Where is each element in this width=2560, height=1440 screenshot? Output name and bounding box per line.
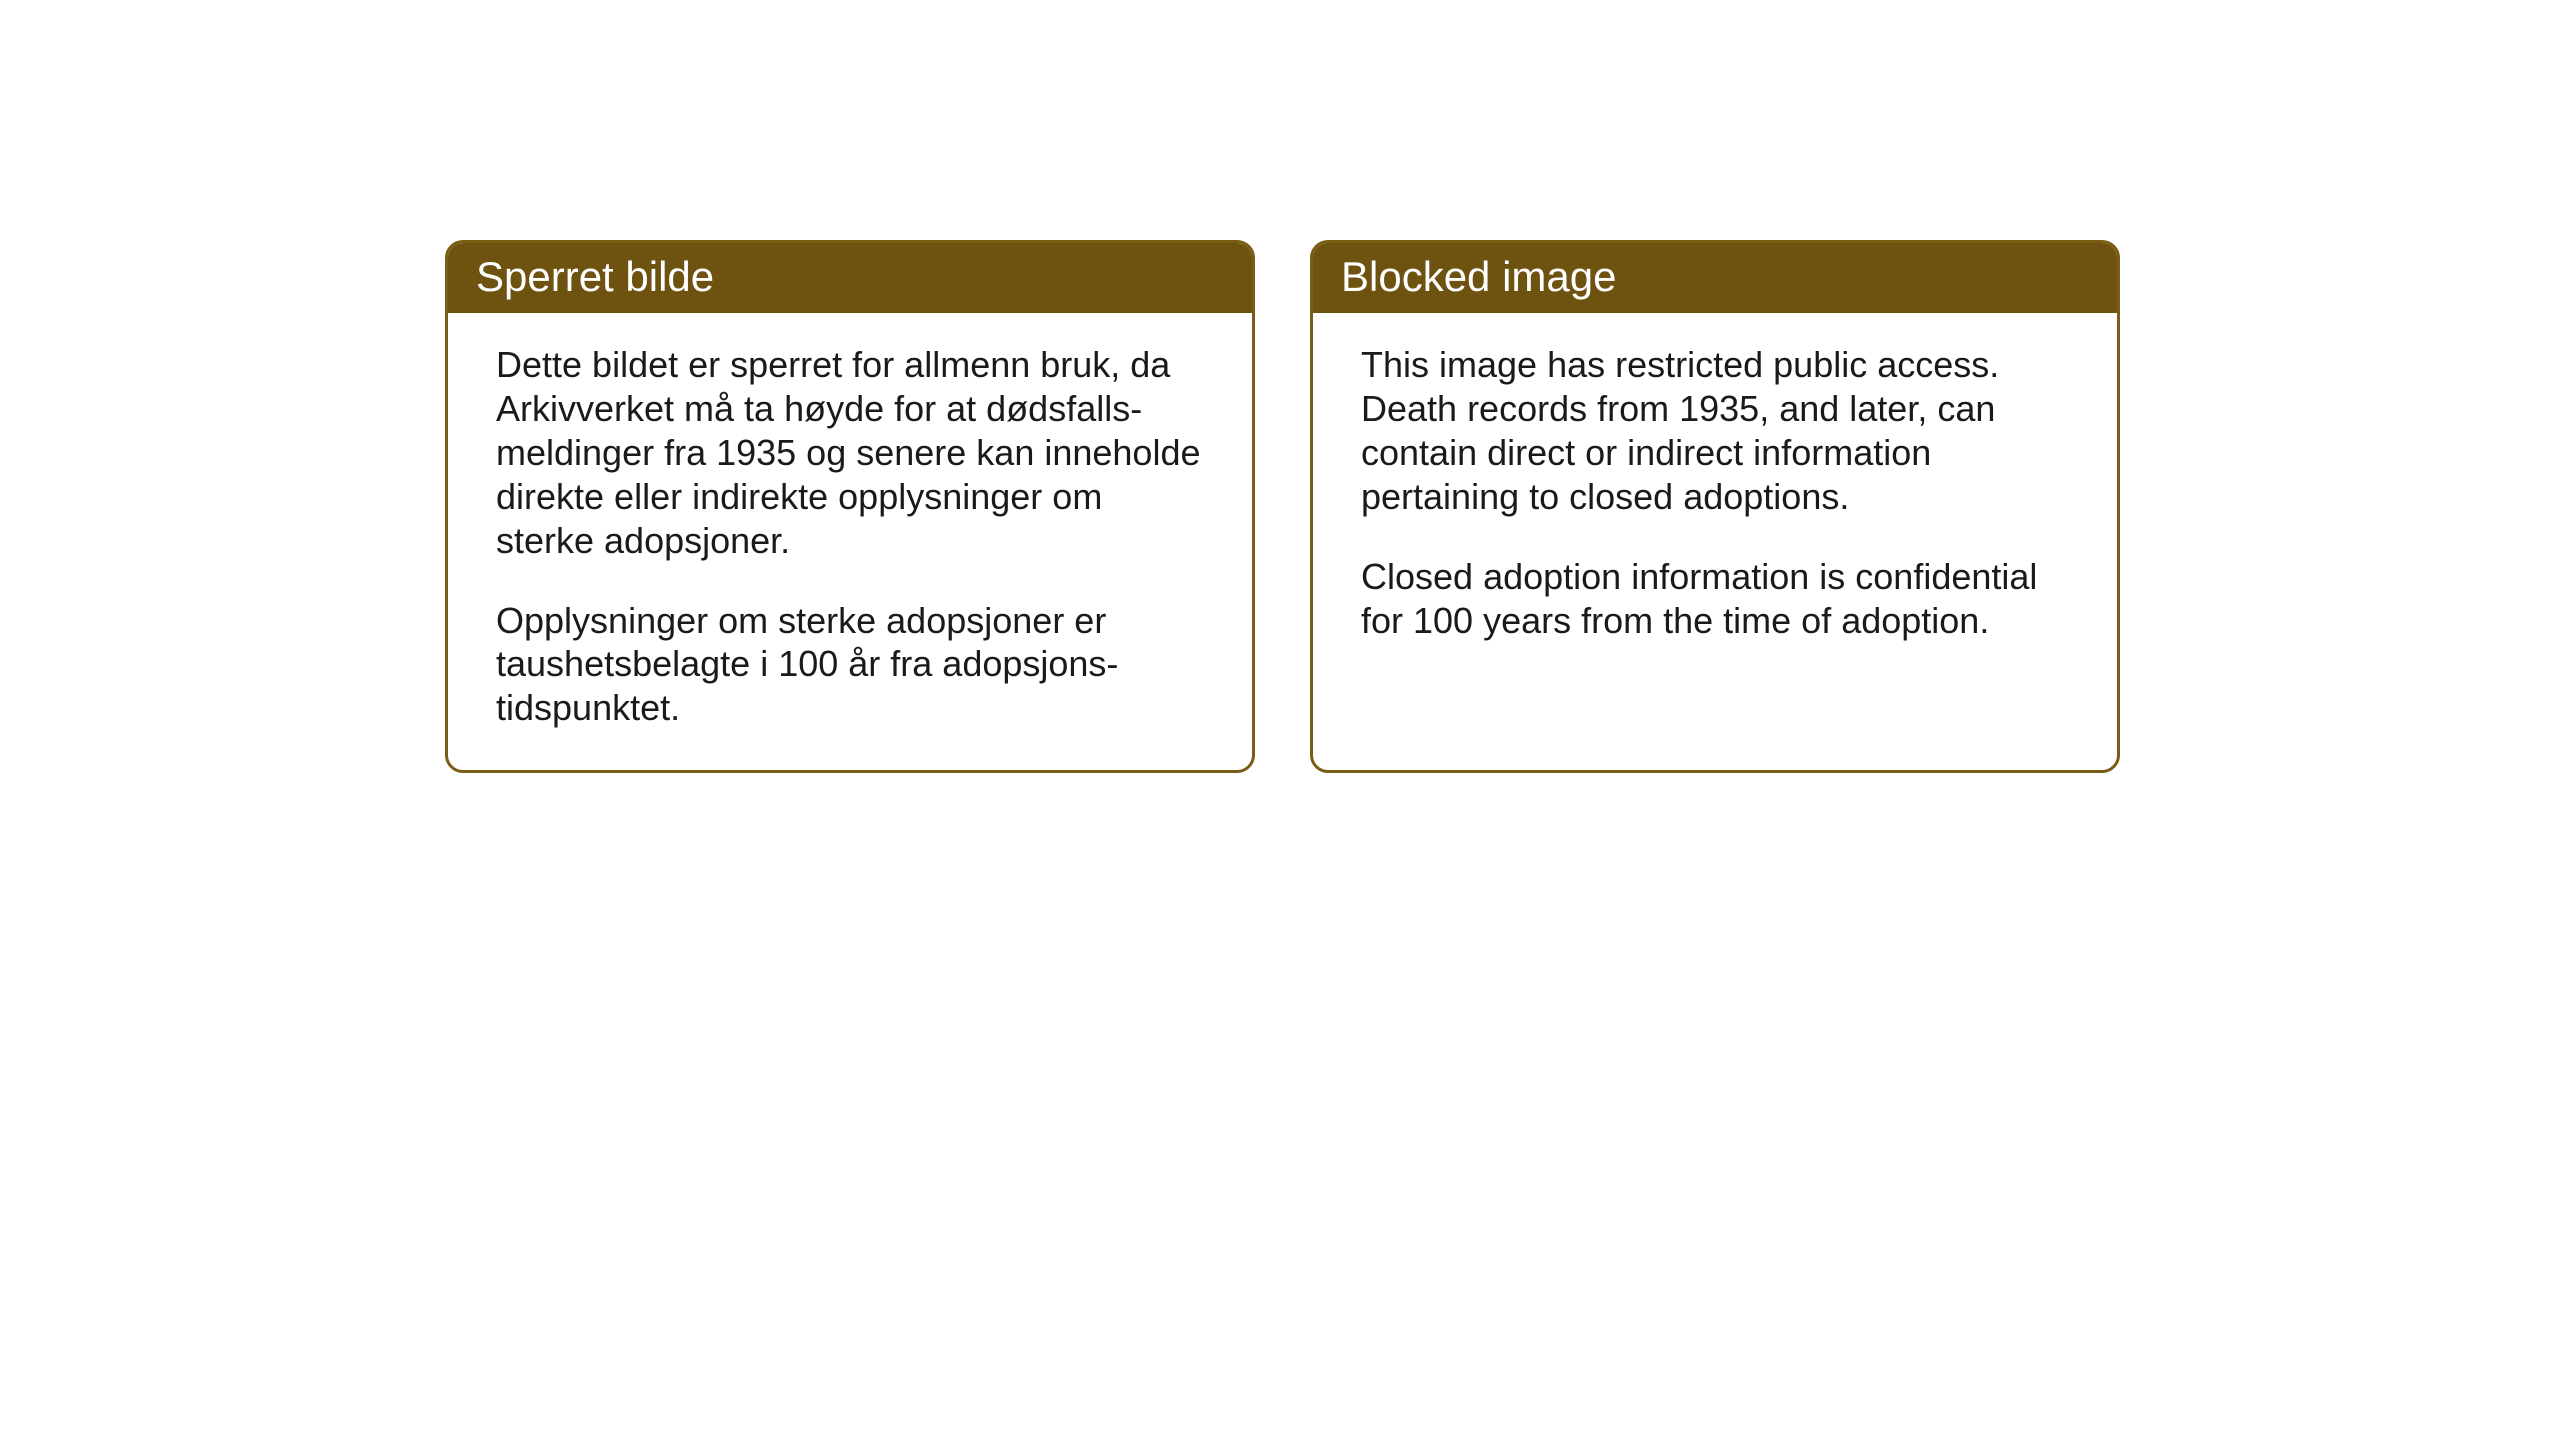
card-header-english: Blocked image xyxy=(1313,243,2117,313)
card-paragraph: Dette bildet er sperret for allmenn bruk… xyxy=(496,343,1204,563)
card-paragraph: Closed adoption information is confident… xyxy=(1361,555,2069,643)
cards-container: Sperret bilde Dette bildet er sperret fo… xyxy=(445,240,2120,773)
info-card-norwegian: Sperret bilde Dette bildet er sperret fo… xyxy=(445,240,1255,773)
card-body-norwegian: Dette bildet er sperret for allmenn bruk… xyxy=(448,313,1252,770)
card-header-norwegian: Sperret bilde xyxy=(448,243,1252,313)
card-paragraph: Opplysninger om sterke adopsjoner er tau… xyxy=(496,599,1204,731)
info-card-english: Blocked image This image has restricted … xyxy=(1310,240,2120,773)
card-body-english: This image has restricted public access.… xyxy=(1313,313,2117,682)
card-paragraph: This image has restricted public access.… xyxy=(1361,343,2069,519)
